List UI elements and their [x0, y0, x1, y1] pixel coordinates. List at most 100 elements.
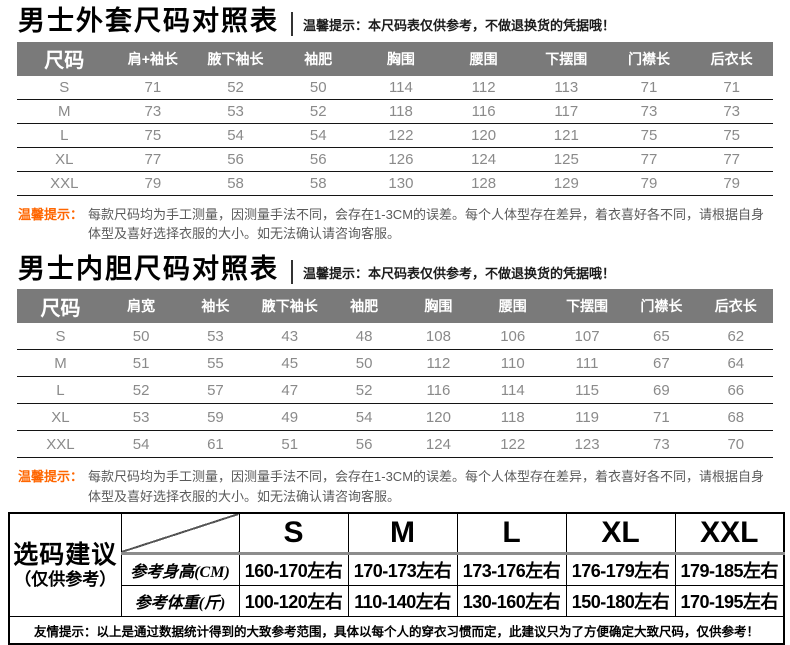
table-row: S 71 52 50 114 112 113 71 71 — [17, 75, 773, 100]
value-cell: 112 — [401, 349, 476, 378]
size-header-cell: S — [238, 512, 349, 556]
value-cell: 75 — [690, 123, 773, 148]
value-cell: 52 — [276, 99, 360, 124]
value-cell: 62 — [698, 323, 773, 351]
value-cell: 75 — [111, 123, 195, 148]
value-cell: 56 — [194, 147, 277, 172]
size-header-cell: L — [456, 512, 567, 556]
value-cell: 128 — [442, 171, 525, 196]
value-cell: 122 — [475, 430, 550, 459]
value-cell: 67 — [624, 349, 699, 378]
advice-header-row: 选码建议 （仅供参考） S M L XL XXL — [8, 512, 785, 618]
value-cell: 47 — [252, 376, 327, 405]
value-cell: 50 — [276, 75, 360, 100]
tip-label: 温馨提示： — [18, 469, 84, 485]
value-cell: 79 — [607, 171, 691, 196]
value-cell: 114 — [359, 75, 443, 100]
value-cell: 52 — [326, 376, 402, 405]
table-row: S 50 53 43 48 108 106 107 65 62 — [17, 323, 773, 351]
value-cell: 124 — [442, 147, 525, 172]
column-header: 肩宽 — [103, 289, 179, 324]
value-cell: 77 — [111, 147, 195, 172]
value-cell: 56 — [326, 430, 402, 459]
column-header: 尺码 — [17, 289, 104, 324]
value-cell: 71 — [111, 75, 195, 100]
value-cell: 53 — [103, 403, 179, 432]
weight-value: 130-160左右 — [456, 585, 567, 618]
jacket-title-row: 男士外套尺码对照表 温馨提示：本尺码表仅供参考，不做退换货的凭据哦！ — [18, 0, 790, 37]
value-cell: 65 — [624, 323, 699, 351]
height-value: 179-185左右 — [674, 553, 785, 587]
value-cell: 66 — [698, 376, 773, 405]
value-cell: 73 — [690, 99, 773, 124]
size-header-cell: XXL — [674, 512, 785, 556]
value-cell: 112 — [442, 75, 525, 100]
tip-text: 每款尺码均为手工测量，因测量手法不同，会存在1-3CM的误差。每个人体型存在差异… — [88, 469, 765, 504]
column-header: 下摆围 — [549, 289, 625, 324]
value-cell: 113 — [524, 75, 608, 100]
diagonal-cell — [120, 512, 240, 556]
height-value: 170-173左右 — [347, 553, 458, 587]
value-cell: 57 — [178, 376, 253, 405]
value-cell: 79 — [690, 171, 773, 196]
size-header-cell: XL — [565, 512, 676, 556]
value-cell: 53 — [178, 323, 253, 351]
column-header: 腋下袖长 — [194, 41, 277, 76]
weight-row: 参考体重(斤) 100-120左右 110-140左右 130-160左右 15… — [9, 585, 785, 618]
table-row: M 51 55 45 50 112 110 111 67 64 — [17, 349, 773, 378]
table-row: XL 77 56 56 126 124 125 77 77 — [17, 147, 773, 172]
column-header: 下摆围 — [524, 41, 608, 76]
weight-value: 170-195左右 — [674, 585, 785, 618]
value-cell: 69 — [624, 376, 699, 405]
value-cell: 118 — [359, 99, 443, 124]
value-cell: 125 — [524, 147, 608, 172]
value-cell: 52 — [103, 376, 179, 405]
value-cell: 115 — [549, 376, 625, 405]
size-cell: S — [17, 75, 112, 100]
advice-subtitle: （仅供参考） — [14, 569, 117, 589]
value-cell: 122 — [359, 123, 443, 148]
column-header: 后衣长 — [698, 289, 773, 324]
value-cell: 130 — [359, 171, 443, 196]
column-header: 胸围 — [359, 41, 443, 76]
size-cell: XL — [17, 147, 112, 172]
size-cell: XXL — [17, 430, 104, 459]
value-cell: 54 — [194, 123, 277, 148]
size-header-cell: M — [347, 512, 458, 556]
value-cell: 106 — [475, 323, 550, 351]
value-cell: 116 — [442, 99, 525, 124]
height-value: 160-170左右 — [238, 553, 349, 587]
weight-value: 100-120左右 — [238, 585, 349, 618]
column-header: 胸围 — [401, 289, 476, 324]
jacket-header-row: 尺码 肩+袖长 腋下袖长 袖肥 胸围 腰围 下摆围 门襟长 后衣长 — [17, 41, 773, 76]
value-cell: 108 — [401, 323, 476, 351]
value-cell: 77 — [607, 147, 691, 172]
value-cell: 54 — [326, 403, 402, 432]
size-cell: XXL — [17, 171, 112, 196]
value-cell: 73 — [607, 99, 691, 124]
title-divider — [291, 11, 293, 36]
value-cell: 123 — [549, 430, 625, 459]
height-row: 参考身高(CM) 160-170左右 170-173左右 173-176左右 1… — [9, 553, 785, 587]
value-cell: 79 — [111, 171, 195, 196]
value-cell: 54 — [103, 430, 179, 459]
value-cell: 107 — [549, 323, 625, 351]
value-cell: 49 — [252, 403, 327, 432]
liner-title-note: 温馨提示：本尺码表仅供参考，不做退换货的凭据哦！ — [303, 266, 616, 282]
value-cell: 126 — [359, 147, 443, 172]
height-label: 参考身高(CM) — [120, 553, 240, 587]
column-header: 腰围 — [475, 289, 550, 324]
table-row: XXL 79 58 58 130 128 129 79 79 — [17, 171, 773, 196]
table-row: XL 53 59 49 54 120 118 119 71 68 — [17, 403, 773, 432]
liner-header-row: 尺码 肩宽 袖长 腋下袖长 袖肥 胸围 腰围 下摆围 门襟长 后衣长 — [17, 289, 773, 324]
value-cell: 129 — [524, 171, 608, 196]
jacket-title-note: 温馨提示：本尺码表仅供参考，不做退换货的凭据哦！ — [303, 18, 616, 34]
value-cell: 114 — [475, 376, 550, 405]
value-cell: 55 — [178, 349, 253, 378]
column-header: 门襟长 — [624, 289, 699, 324]
size-cell: S — [17, 323, 104, 351]
value-cell: 75 — [607, 123, 691, 148]
column-header: 袖肥 — [326, 289, 402, 324]
liner-size-table: 尺码 肩宽 袖长 腋下袖长 袖肥 胸围 腰围 下摆围 门襟长 后衣长 S 50 … — [17, 289, 773, 459]
value-cell: 51 — [252, 430, 327, 459]
